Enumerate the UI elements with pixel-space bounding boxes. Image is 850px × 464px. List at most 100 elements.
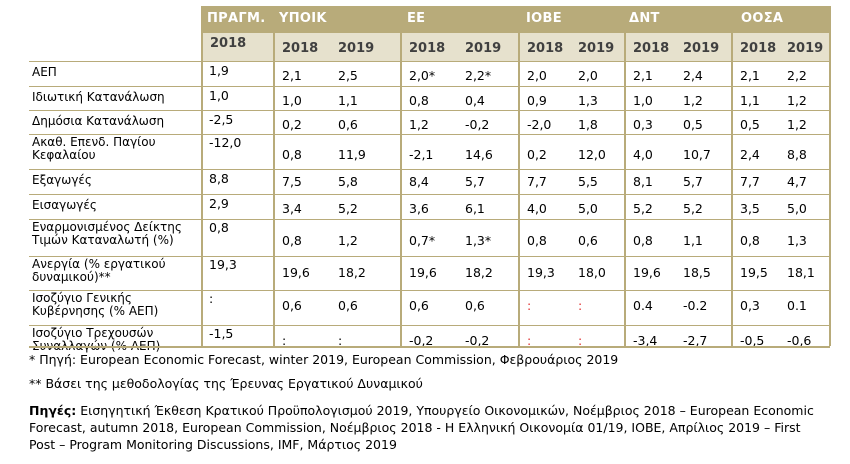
table-cell: 19,3 (527, 265, 555, 280)
table-cell: 2,1 (633, 68, 653, 83)
grid-separator (829, 6, 831, 346)
table-row: ΑΕΠ 1,9 2,1 2,5 2,0* 2,2* 2,0 2,0 2,1 2,4 2,1 2,2 (29, 61, 830, 86)
grid-line (29, 194, 830, 195)
table-cell: -2,7 (683, 333, 708, 348)
table-cell: 1,1 (740, 93, 760, 108)
row-label: Ισοζύγιο Γενικής Κυβέρνησης (% ΑΕΠ) (32, 291, 159, 318)
grid-line (29, 256, 830, 257)
footnote-2: ** Βάσει της μεθοδολογίας της Έρευνας Ερ… (29, 376, 423, 391)
table-cell: -0.2 (683, 298, 708, 313)
grid-line (29, 61, 830, 62)
grid-line (29, 86, 830, 87)
header-year: 2019 (683, 41, 720, 56)
table-cell: 1,0 (209, 88, 229, 103)
header-year: 2019 (338, 41, 375, 56)
header-year: 2019 (787, 41, 824, 56)
table-cell: 4,7 (787, 174, 807, 189)
table-cell: 0,6 (409, 298, 429, 313)
table-cell: 0,5 (740, 117, 760, 132)
grid-line (29, 219, 830, 220)
table-row: Εισαγωγές 2,9 3,4 5,2 3,6 6,1 4,0 5,0 5,2 5,2 3,5 5… (29, 194, 830, 219)
table-cell: 5,8 (338, 174, 358, 189)
table-cell: 2,0 (578, 68, 598, 83)
table-row: Δημόσια Κατανάλωση -2,5 0,2 0,6 1,2 -0,2 -2,0 1… (29, 110, 830, 134)
row-label: Εξαγωγές (32, 173, 92, 187)
table-cell: 12,0 (578, 147, 606, 162)
table-cell: 0,8 (633, 233, 653, 248)
table-cell: -2,0 (527, 117, 552, 132)
table-cell: : (578, 333, 583, 348)
table-cell: 1,2 (338, 233, 358, 248)
table-cell: 6,1 (465, 201, 485, 216)
table-cell: 19,3 (209, 257, 237, 272)
table-cell: 18,2 (465, 265, 493, 280)
table-cell: -2,5 (209, 112, 234, 127)
grid-line (29, 346, 830, 348)
table-cell: 0,6 (465, 298, 485, 313)
table-cell: 11,9 (338, 147, 366, 162)
table-cell: 8,1 (633, 174, 653, 189)
table-cell: 8,8 (787, 147, 807, 162)
table-cell: 2,1 (740, 68, 760, 83)
table-cell: 0,6 (578, 233, 598, 248)
table-cell: 1,2 (683, 93, 703, 108)
header-year: 2018 (282, 41, 319, 56)
row-label: Ισοζύγιο Τρεχουσών Συναλλαγών (% ΑΕΠ) (32, 326, 161, 353)
table-cell: : (209, 291, 214, 306)
table-cell: 5,0 (578, 201, 598, 216)
grid-line (29, 169, 830, 170)
row-label: ΑΕΠ (32, 65, 57, 79)
table-cell: 0.4 (633, 298, 653, 313)
table-cell: 7,7 (527, 174, 547, 189)
table-cell: : (578, 298, 583, 313)
table-row: Ανεργία (% εργατικού δυναμικού)** 19,3 19,6… (29, 256, 830, 290)
grid-separator (400, 6, 402, 346)
table-cell: -0,2 (465, 117, 490, 132)
table-cell: 2,4 (683, 68, 703, 83)
header-year-row: 2018 2018 2019 2018 2019 2018 2019 2018 2019 2018… (202, 33, 830, 61)
header-year: 2018 (409, 41, 446, 56)
table-cell: 3,6 (409, 201, 429, 216)
table-cell: 8,4 (409, 174, 429, 189)
grid-separator (624, 6, 626, 346)
table-cell: 0,6 (338, 298, 358, 313)
table-cell: 1,3 (578, 93, 598, 108)
table-cell: 0,8 (209, 220, 229, 235)
table-row: Εναρμονισμένος Δείκτης Τιμών Καταναλωτή (… (29, 219, 830, 256)
header-year: 2018 (740, 41, 777, 56)
sources-label: Πηγές: (29, 403, 77, 418)
row-label: Ανεργία (% εργατικού δυναμικού)** (32, 257, 166, 284)
header-group-6: ΟΟΣΑ (741, 11, 784, 26)
table-cell: 1,1 (338, 93, 358, 108)
table-cell: 0,8 (282, 233, 302, 248)
sources-note: Πηγές: Εισηγητική Έκθεση Κρατικού Προϋπο… (29, 402, 819, 453)
header-group-2: ΥΠΟΙΚ (279, 11, 327, 26)
table-cell: -1,5 (209, 326, 234, 341)
header-group-1: ΠΡΑΓΜ. (207, 11, 266, 26)
table-cell: -0,2 (409, 333, 434, 348)
table-cell: 19,5 (740, 265, 768, 280)
table-cell: 0,9 (527, 93, 547, 108)
grid-line (29, 110, 830, 111)
table-cell: 1,2 (787, 117, 807, 132)
table-cell: 4,0 (527, 201, 547, 216)
table-cell: 8,8 (209, 171, 229, 186)
table-cell: 1,9 (209, 63, 229, 78)
table-cell: 2,2* (465, 68, 492, 83)
table-cell: 4,0 (633, 147, 653, 162)
table-cell: 1,0 (633, 93, 653, 108)
table-cell: 2,5 (338, 68, 358, 83)
table-cell: 5,2 (633, 201, 653, 216)
row-label: Ιδιωτική Κατανάλωση (32, 90, 165, 104)
grid-separator (273, 6, 275, 346)
table-cell: -0,6 (787, 333, 812, 348)
table-cell: 0,2 (527, 147, 547, 162)
table-cell: 0,7* (409, 233, 436, 248)
table-cell: : (282, 333, 287, 348)
table-cell: 1,1 (683, 233, 703, 248)
row-label: Εισαγωγές (32, 198, 97, 212)
table-cell: 7,5 (282, 174, 302, 189)
table-cell: 5,2 (338, 201, 358, 216)
header-year: 2018 (633, 41, 670, 56)
header-year: 2019 (465, 41, 502, 56)
